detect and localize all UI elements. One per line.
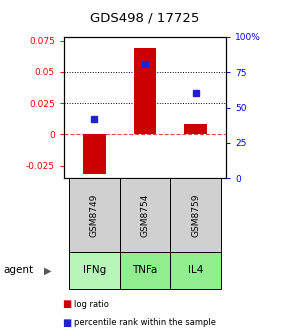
Text: GSM8754: GSM8754 (140, 193, 150, 237)
Text: percentile rank within the sample: percentile rank within the sample (74, 318, 216, 327)
Bar (119, 178, 171, 252)
Bar (119, 252, 171, 289)
Text: IL4: IL4 (188, 265, 204, 276)
Text: IFNg: IFNg (83, 265, 106, 276)
Text: GSM8759: GSM8759 (191, 193, 200, 237)
Text: ■: ■ (62, 299, 72, 309)
Bar (171, 178, 221, 252)
Text: log ratio: log ratio (74, 300, 109, 308)
Bar (184, 124, 207, 134)
Text: GDS498 / 17725: GDS498 / 17725 (90, 12, 200, 25)
Bar (134, 48, 156, 134)
Text: ▶: ▶ (44, 265, 52, 276)
Text: TNFa: TNFa (132, 265, 158, 276)
Text: GSM8749: GSM8749 (90, 193, 99, 237)
Bar (69, 252, 120, 289)
Text: ■: ■ (62, 318, 72, 328)
Bar (69, 178, 120, 252)
Bar (171, 252, 221, 289)
Bar (83, 134, 106, 174)
Text: agent: agent (3, 265, 33, 276)
